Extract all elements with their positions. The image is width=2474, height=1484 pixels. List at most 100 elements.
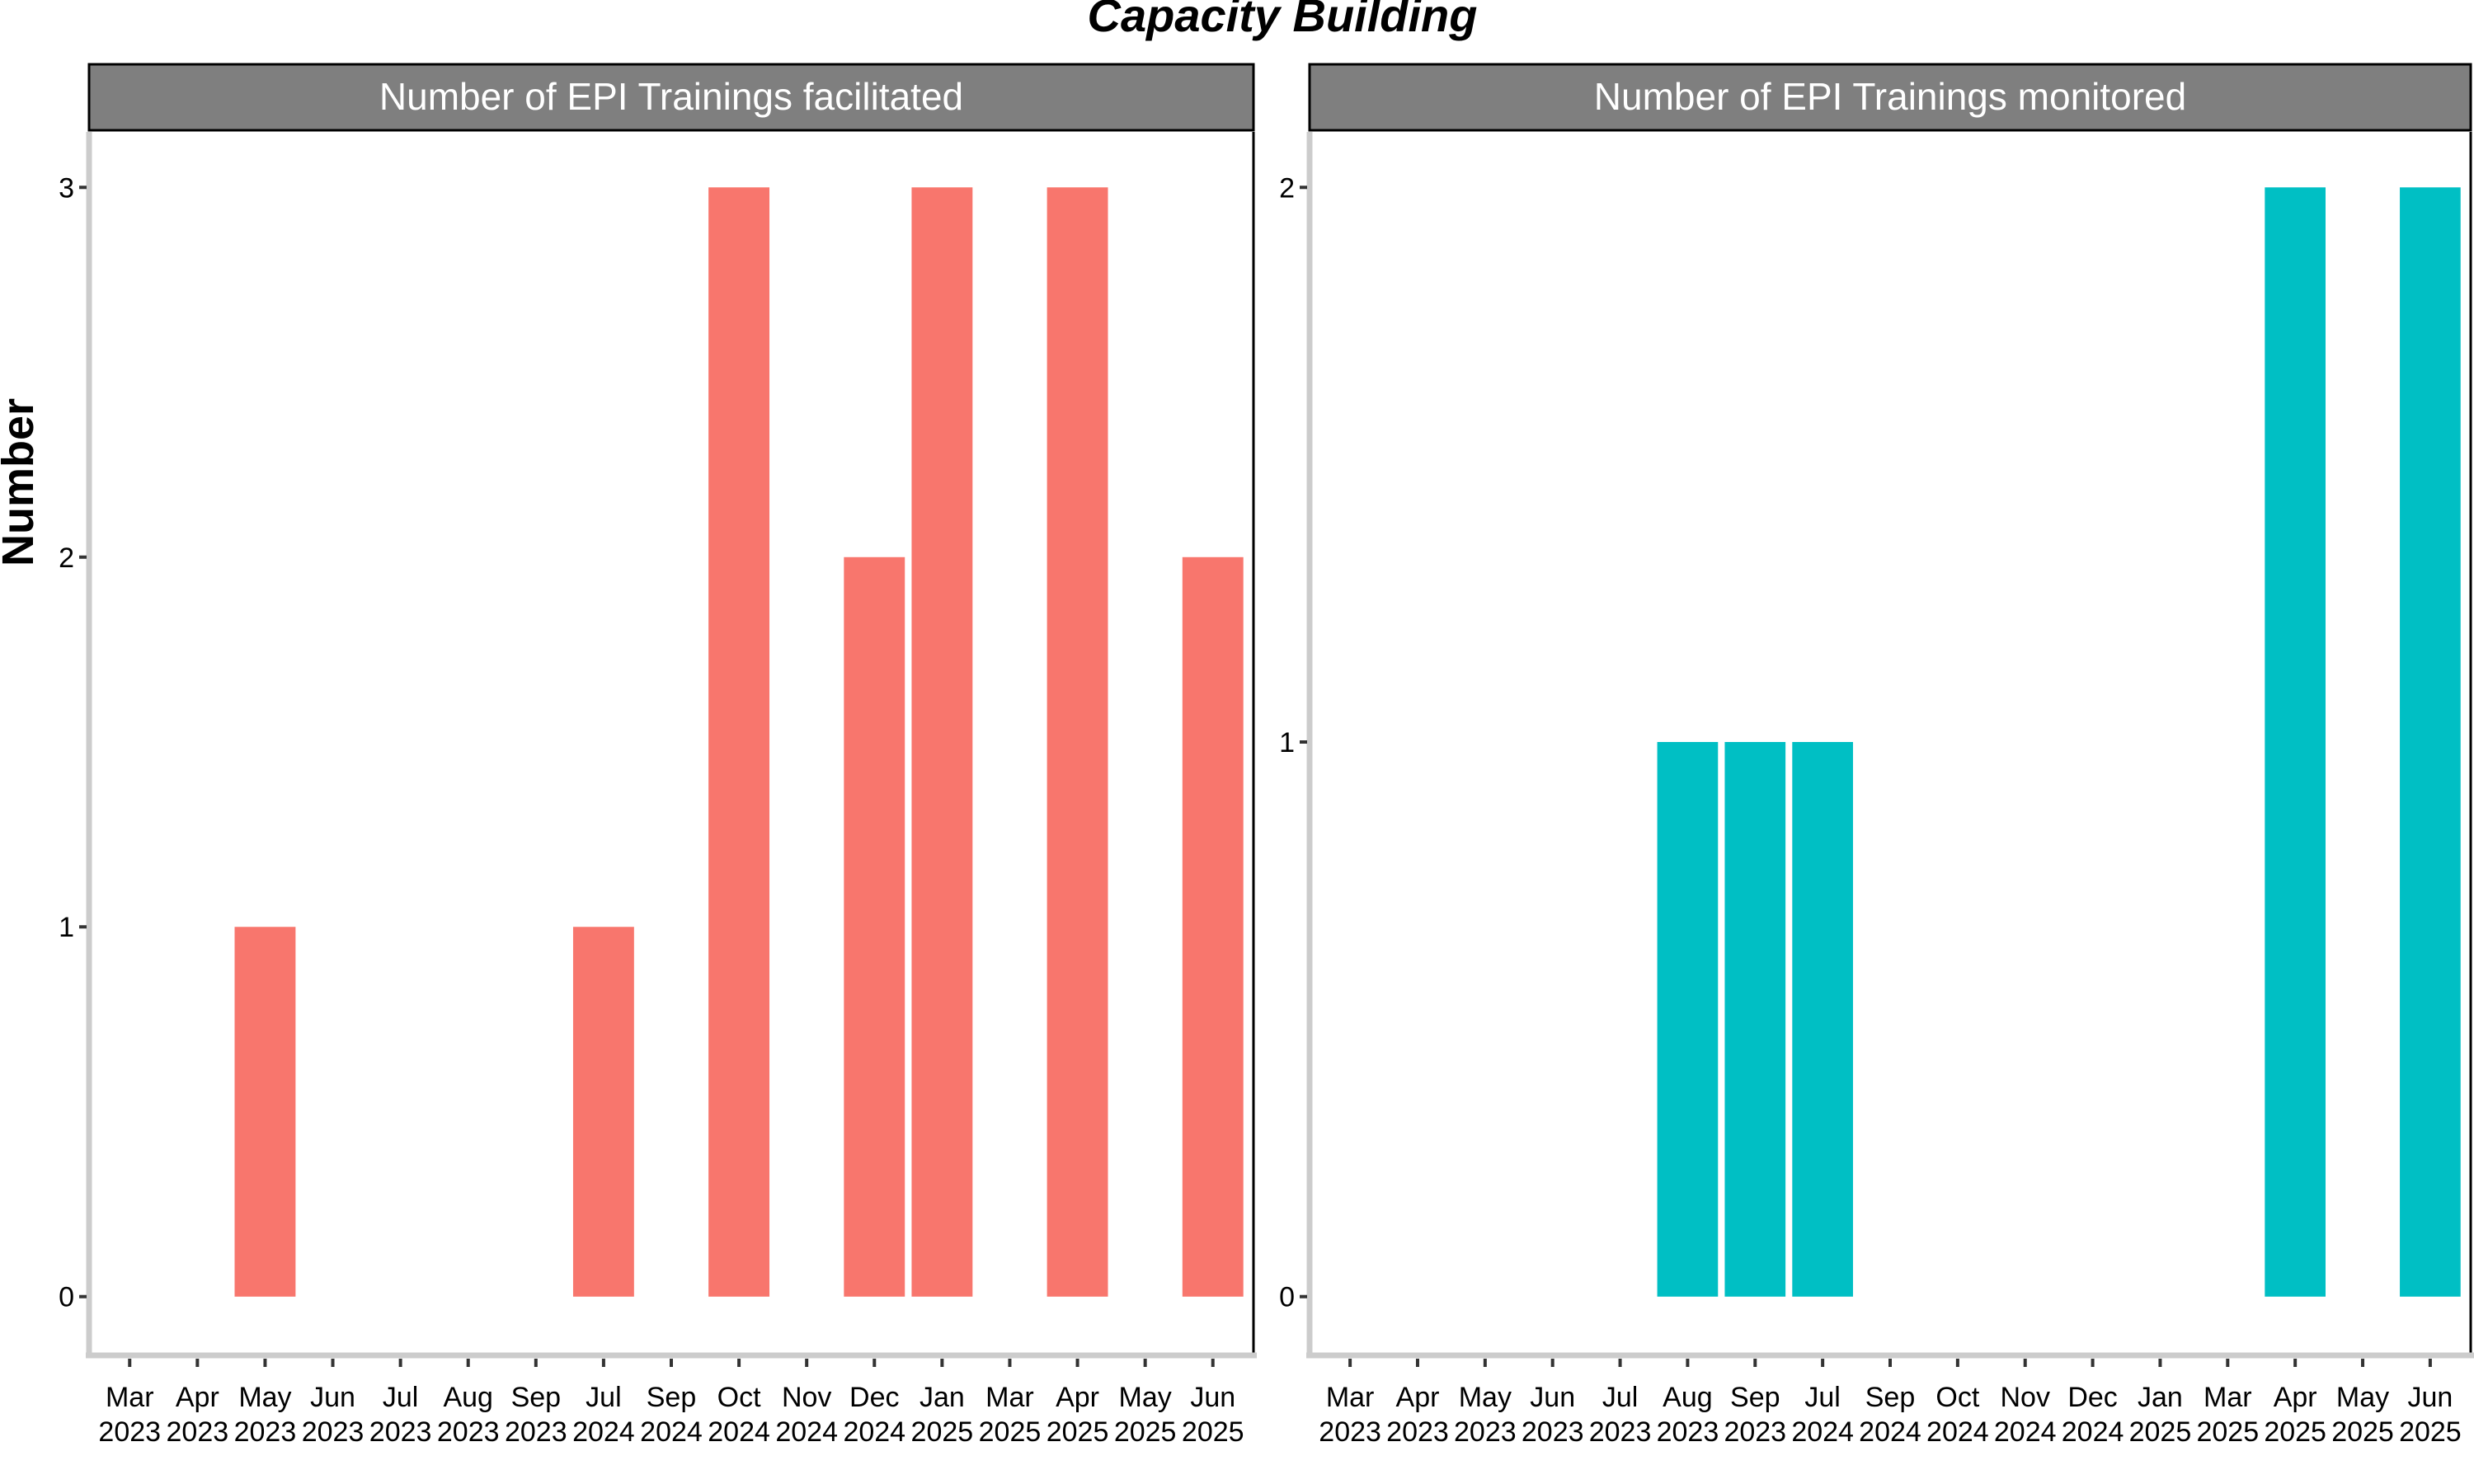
x-tick-month: Aug xyxy=(1663,1382,1713,1413)
x-tick-month: Sep xyxy=(1865,1382,1916,1413)
x-tick-month: Mar xyxy=(1326,1382,1375,1413)
y-tick-label: 0 xyxy=(59,1282,74,1313)
x-tick-label: Dec 2024 xyxy=(843,1382,905,1448)
x-tick-year: 2023 xyxy=(1724,1416,1786,1448)
x-tick-label: Sep 2023 xyxy=(505,1382,567,1448)
x-tick-label: Oct 2024 xyxy=(708,1382,770,1448)
x-tick-month: Mar xyxy=(985,1382,1034,1413)
x-tick-label: Jun 2025 xyxy=(2399,1382,2462,1448)
y-tick-label: 2 xyxy=(59,542,74,574)
x-tick-year: 2024 xyxy=(843,1416,905,1448)
y-tick-label: 3 xyxy=(59,172,74,204)
chart-title: Capacity Building xyxy=(1088,0,1478,41)
x-tick-month: Jun xyxy=(2407,1382,2453,1413)
x-tick-month: May xyxy=(2336,1382,2389,1413)
x-tick-year: 2025 xyxy=(979,1416,1042,1448)
x-tick-month: Sep xyxy=(1730,1382,1780,1413)
x-tick-year: 2024 xyxy=(2062,1416,2124,1448)
x-tick-year: 2025 xyxy=(1182,1416,1244,1448)
bar xyxy=(2265,187,2326,1297)
x-tick-label: Jun 2023 xyxy=(302,1382,365,1448)
bar xyxy=(1724,742,1786,1297)
x-tick-label: May 2025 xyxy=(2331,1382,2394,1448)
x-tick-month: Jun xyxy=(1190,1382,1235,1413)
x-tick-year: 2023 xyxy=(437,1416,500,1448)
x-tick-month: Jun xyxy=(310,1382,355,1413)
bar xyxy=(234,927,296,1297)
x-tick-year: 2024 xyxy=(1926,1416,1989,1448)
x-tick-label: May 2023 xyxy=(1454,1382,1517,1448)
y-tick-label: 1 xyxy=(1279,727,1295,758)
facet-strip-label: Number of EPI Trainings monitored xyxy=(1594,75,2186,118)
panel-1: Number of EPI Trainings facilitated 0 1 2 3 M… xyxy=(59,63,1257,1448)
x-tick-month: Oct xyxy=(1935,1382,1979,1413)
x-tick-year: 2025 xyxy=(2196,1416,2259,1448)
x-tick-label: Sep 2024 xyxy=(640,1382,703,1448)
bar xyxy=(1657,742,1719,1297)
x-tick-month: Apr xyxy=(176,1382,219,1413)
x-tick-label: Jan 2025 xyxy=(2129,1382,2192,1448)
x-tick-label: Mar 2023 xyxy=(1319,1382,1381,1448)
x-tick-year: 2023 xyxy=(302,1416,365,1448)
x-tick-label: Jun 2023 xyxy=(1522,1382,1584,1448)
facet-strip-label: Number of EPI Trainings facilitated xyxy=(379,75,963,118)
x-tick-month: Mar xyxy=(2204,1382,2252,1413)
x-tick-label: Apr 2025 xyxy=(2264,1382,2326,1448)
x-tick-label: Dec 2024 xyxy=(2062,1382,2124,1448)
x-tick-year: 2024 xyxy=(1859,1416,1921,1448)
x-tick-year: 2024 xyxy=(775,1416,838,1448)
x-tick-month: Apr xyxy=(1396,1382,1440,1413)
x-tick-year: 2024 xyxy=(1791,1416,1854,1448)
y-tick-label: 0 xyxy=(1279,1282,1295,1313)
x-tick-label: Jul 2024 xyxy=(572,1382,635,1448)
bar xyxy=(911,187,973,1297)
x-tick-year: 2025 xyxy=(2264,1416,2326,1448)
x-tick-label: Sep 2023 xyxy=(1724,1382,1786,1448)
x-tick-year: 2023 xyxy=(1386,1416,1449,1448)
x-tick-month: Dec xyxy=(849,1382,899,1413)
x-tick-month: Aug xyxy=(443,1382,493,1413)
facet-strip xyxy=(1308,63,2472,132)
bar xyxy=(1792,742,1853,1297)
x-tick-year: 2024 xyxy=(708,1416,770,1448)
x-tick-label: Mar 2025 xyxy=(979,1382,1042,1448)
x-tick-year: 2025 xyxy=(1047,1416,1109,1448)
x-tick-year: 2024 xyxy=(1994,1416,2057,1448)
x-tick-month: Mar xyxy=(106,1382,154,1413)
x-tick-year: 2025 xyxy=(2399,1416,2462,1448)
x-tick-year: 2023 xyxy=(167,1416,229,1448)
x-tick-label: Jul 2023 xyxy=(369,1382,432,1448)
x-tick-year: 2025 xyxy=(2331,1416,2394,1448)
x-tick-year: 2023 xyxy=(1589,1416,1652,1448)
bar xyxy=(1182,556,1244,1297)
x-tick-label: Mar 2025 xyxy=(2196,1382,2259,1448)
y-tick-label: 1 xyxy=(59,912,74,943)
y-tick-label: 2 xyxy=(1279,172,1295,204)
x-tick-label: Nov 2024 xyxy=(1994,1382,2057,1448)
x-tick-label: May 2025 xyxy=(1114,1382,1177,1448)
facet-strip xyxy=(87,63,1255,132)
bar xyxy=(572,927,634,1297)
x-tick-month: Jul xyxy=(586,1382,621,1413)
x-tick-year: 2023 xyxy=(234,1416,297,1448)
x-tick-label: Sep 2024 xyxy=(1859,1382,1921,1448)
x-tick-year: 2024 xyxy=(572,1416,635,1448)
x-tick-label: May 2023 xyxy=(234,1382,297,1448)
x-tick-year: 2023 xyxy=(369,1416,432,1448)
x-tick-month: Jan xyxy=(2138,1382,2183,1413)
x-tick-month: Nov xyxy=(782,1382,831,1413)
bar xyxy=(1047,187,1108,1297)
y-axis-title: Number xyxy=(0,398,43,566)
x-tick-month: Sep xyxy=(647,1382,697,1413)
x-tick-month: Jun xyxy=(1530,1382,1575,1413)
x-tick-month: Apr xyxy=(2274,1382,2317,1413)
x-tick-year: 2023 xyxy=(505,1416,567,1448)
x-tick-label: Aug 2023 xyxy=(437,1382,500,1448)
x-tick-year: 2023 xyxy=(1319,1416,1381,1448)
x-tick-label: Mar 2023 xyxy=(98,1382,161,1448)
x-tick-label: Apr 2023 xyxy=(167,1382,229,1448)
x-tick-month: Jul xyxy=(383,1382,418,1413)
x-tick-month: May xyxy=(238,1382,291,1413)
